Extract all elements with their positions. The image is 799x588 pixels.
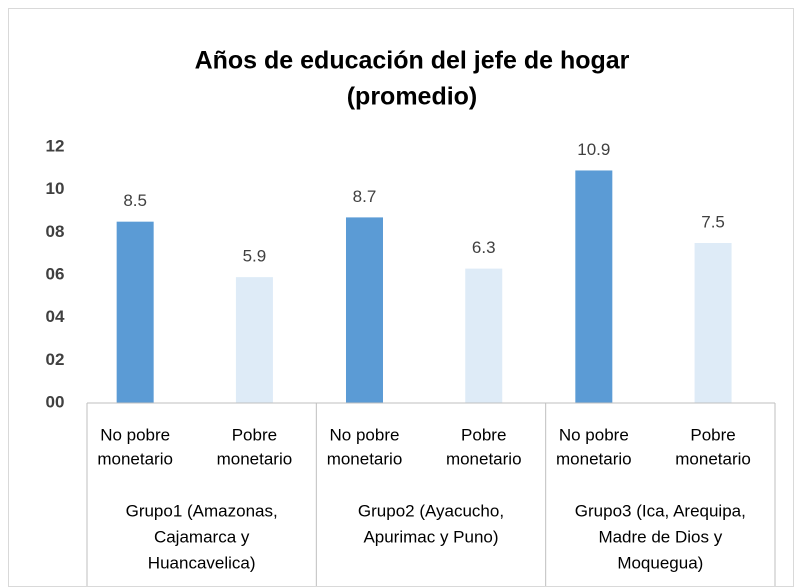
- x-tick-label: No pobre: [100, 425, 170, 444]
- x-tick-label: monetario: [217, 449, 293, 468]
- group-label: Grupo1 (Amazonas,: [126, 501, 278, 520]
- x-tick-label: monetario: [675, 449, 751, 468]
- group-label: Apurimac y Puno): [363, 527, 498, 546]
- x-tick-label: monetario: [446, 449, 522, 468]
- chart-title: (promedio): [347, 83, 478, 111]
- bar: [575, 170, 613, 403]
- y-tick-label: 06: [46, 264, 65, 283]
- bar: [345, 217, 383, 403]
- group-label: Cajamarca y: [154, 527, 250, 546]
- x-tick-label: Pobre: [232, 425, 277, 444]
- x-tick-label: No pobre: [330, 425, 400, 444]
- bar: [465, 268, 503, 403]
- group-label: Huancavelica): [148, 553, 256, 572]
- chart-title: Años de educación del jefe de hogar: [195, 47, 630, 75]
- group-label: Moquegua): [617, 553, 703, 572]
- bar: [694, 243, 732, 403]
- x-tick-label: monetario: [556, 449, 632, 468]
- y-tick-label: 10: [46, 179, 65, 198]
- bar: [235, 277, 273, 403]
- y-tick-label: 12: [46, 136, 65, 155]
- x-tick-label: monetario: [97, 449, 173, 468]
- y-tick-label: 08: [46, 222, 65, 241]
- x-tick-label: Pobre: [690, 425, 735, 444]
- data-label: 7.5: [701, 212, 725, 231]
- y-tick-label: 04: [46, 307, 65, 326]
- bar: [116, 221, 154, 403]
- group-label: Madre de Dios y: [598, 527, 722, 546]
- y-tick-label: 02: [46, 350, 65, 369]
- data-label: 8.5: [123, 191, 147, 210]
- data-label: 6.3: [472, 238, 496, 257]
- x-tick-label: monetario: [327, 449, 403, 468]
- x-tick-label: Pobre: [461, 425, 506, 444]
- data-label: 8.7: [353, 187, 377, 206]
- group-label: Grupo2 (Ayacucho,: [358, 501, 504, 520]
- group-label: Grupo3 (Ica, Arequipa,: [575, 501, 746, 520]
- x-tick-label: No pobre: [559, 425, 629, 444]
- y-tick-label: 00: [46, 392, 65, 411]
- data-label: 5.9: [243, 247, 267, 266]
- data-label: 10.9: [577, 140, 610, 159]
